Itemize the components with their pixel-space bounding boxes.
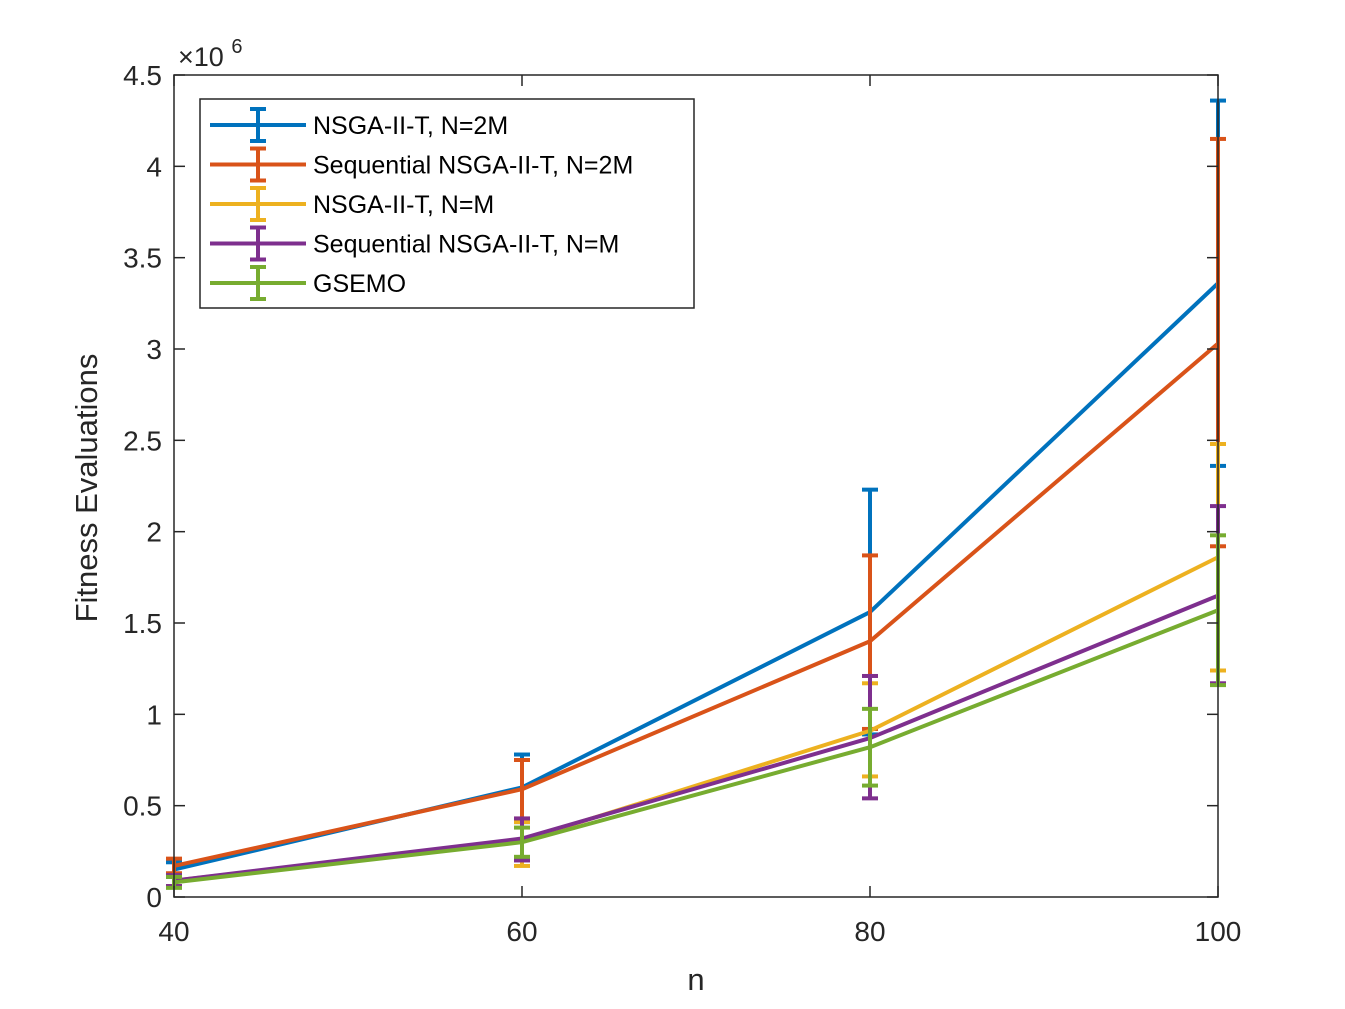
y-tick-label: 3.5: [123, 243, 162, 274]
legend-label: Sequential NSGA-II-T, N=2M: [313, 152, 633, 180]
legend-entry: NSGA-II-T, N=M: [210, 186, 494, 222]
y-tick-label: 0: [146, 882, 162, 913]
y-tick-label: 4.5: [123, 60, 162, 91]
legend-label: Sequential NSGA-II-T, N=M: [313, 231, 619, 259]
y-tick-label: 3: [146, 334, 162, 365]
y-axis-multiplier: ×10 6: [178, 36, 242, 72]
y-tick-label: 4: [146, 151, 162, 182]
x-axis-label: n: [687, 962, 704, 997]
x-tick-label: 100: [1195, 916, 1242, 947]
axes-box: [173, 74, 1219, 898]
legend: NSGA-II-T, N=2M Sequential NSGA-II-T, N=2…: [199, 98, 695, 309]
y-tick-label: 2.5: [123, 425, 162, 456]
error-bar: [514, 825, 530, 859]
y-tick-label: 2: [146, 517, 162, 548]
y-axis-label: Fitness Evaluations: [69, 354, 104, 623]
series-line: [173, 342, 1220, 868]
legend-label: NSGA-II-T, N=M: [313, 191, 494, 219]
legend-label: GSEMO: [313, 270, 406, 298]
legend-entry: NSGA-II-T, N=2M: [210, 107, 508, 143]
y-tick-label: 1.5: [123, 608, 162, 639]
x-tick-label: 80: [854, 916, 885, 947]
y-multiplier-base: ×10: [178, 42, 224, 72]
x-tick-label: 40: [158, 916, 189, 947]
y-tick-label: 1: [146, 699, 162, 730]
series-line: [173, 593, 1219, 883]
ticks-layer: 40 60 80 100 0 0.5 1 1.5 2 2.5 3 3.5 4 4.5: [123, 60, 1241, 947]
x-tick-label: 60: [506, 916, 537, 947]
series-line: [173, 608, 1219, 885]
legend-entry: Sequential NSGA-II-T, N=2M: [210, 146, 633, 183]
legend-label: NSGA-II-T, N=2M: [313, 112, 508, 140]
y-tick-label: 0.5: [123, 791, 162, 822]
y-multiplier-exponent: 6: [231, 36, 242, 58]
legend-entry: GSEMO: [210, 265, 406, 301]
error-bar: [862, 706, 878, 788]
legend-entry: Sequential NSGA-II-T, N=M: [210, 225, 619, 262]
